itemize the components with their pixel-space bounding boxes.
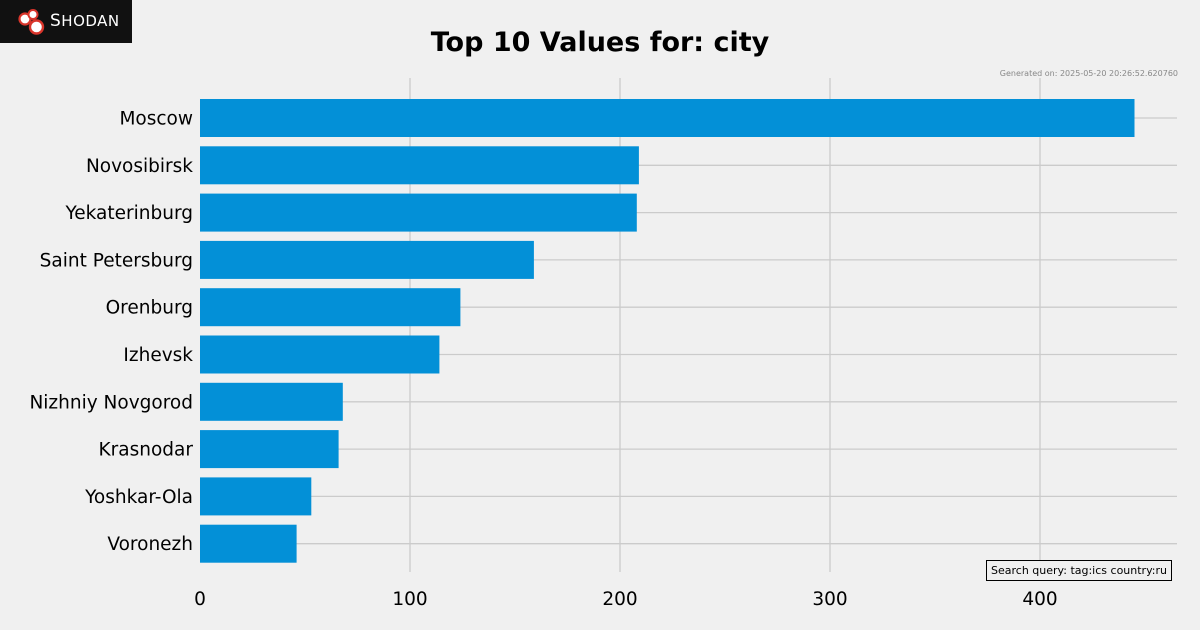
y-tick-labels: Moscow Novosibirsk Yekaterinburg Saint Pete…	[29, 109, 193, 556]
shodan-logo: SHODAN	[0, 0, 132, 43]
bar	[200, 524, 297, 563]
bar	[200, 477, 312, 516]
x-tick-label: 300	[812, 589, 847, 610]
bars	[200, 99, 1135, 563]
y-tick-label: Krasnodar	[99, 440, 194, 461]
y-tick-label: Izhevsk	[123, 345, 193, 366]
chart-title: Top 10 Values for: city	[430, 27, 770, 58]
search-query-box: Search query: tag:ics country:ru	[986, 560, 1172, 581]
x-tick-label: 400	[1022, 589, 1057, 610]
generated-timestamp: Generated on: 2025-05-20 20:26:52.620760	[999, 69, 1178, 78]
y-tick-label: Voronezh	[107, 534, 193, 555]
y-tick-label: Nizhniy Novgorod	[29, 392, 193, 413]
x-tick-label: 200	[602, 589, 637, 610]
y-tick-label: Orenburg	[106, 298, 193, 319]
shodan-logo-icon	[18, 9, 45, 35]
bar	[200, 99, 1135, 137]
x-tick-labels: 0 100 200 300 400	[194, 589, 1058, 610]
y-tick-label: Yoshkar-Ola	[84, 487, 193, 508]
y-tick-label: Saint Petersburg	[40, 250, 193, 271]
x-tick-label: 0	[194, 589, 206, 610]
shodan-logo-text: SHODAN	[50, 11, 120, 31]
bar	[200, 146, 639, 185]
bar	[200, 288, 461, 327]
y-tick-label: Novosibirsk	[86, 156, 193, 177]
bar	[200, 240, 534, 279]
y-tick-label: Moscow	[119, 109, 193, 130]
bar	[200, 335, 440, 374]
bar	[200, 430, 339, 469]
bar	[200, 382, 343, 421]
bar	[200, 193, 637, 232]
y-tick-label: Yekaterinburg	[64, 203, 193, 224]
x-tick-label: 100	[392, 589, 427, 610]
